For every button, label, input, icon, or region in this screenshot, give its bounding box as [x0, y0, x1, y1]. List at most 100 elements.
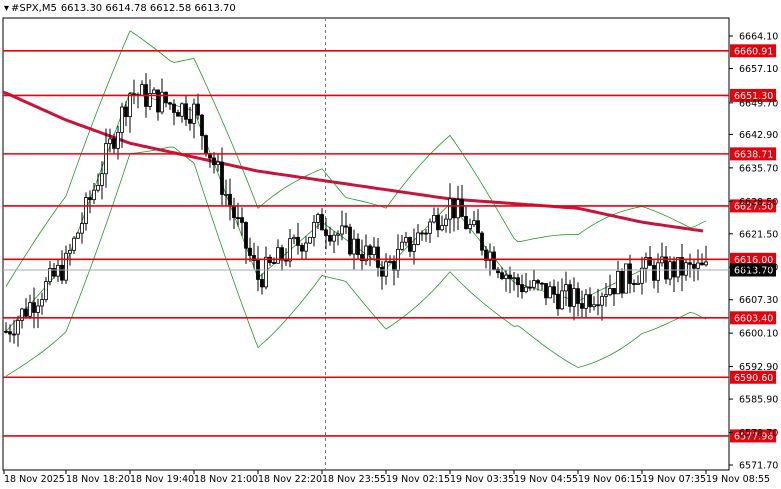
candle-body — [184, 103, 188, 120]
level-label: 6627.50 — [734, 201, 773, 212]
moving-average — [2, 90, 704, 233]
dropdown-arrow-icon[interactable]: ▾ — [4, 3, 10, 14]
candle-body — [524, 286, 528, 293]
candle-body — [64, 252, 68, 281]
candle-body — [412, 244, 416, 252]
candle-body — [392, 261, 396, 271]
y-tick-label: 6585.90 — [739, 395, 778, 406]
candle-body — [588, 294, 592, 308]
candle-body — [420, 232, 424, 235]
candle-body — [368, 245, 372, 256]
candle-body — [520, 284, 524, 293]
y-tick-label: 6621.50 — [739, 229, 778, 240]
level-label: 6660.91 — [734, 46, 773, 57]
x-tick-label: 18 Nov 18:20 — [66, 474, 130, 485]
candle-body — [324, 229, 328, 236]
candle-body — [276, 247, 280, 264]
candle-body — [684, 262, 688, 276]
candle-body — [488, 251, 492, 261]
y-tick-label: 6642.90 — [739, 130, 778, 141]
candle-body — [48, 268, 52, 283]
candle-body — [196, 103, 200, 116]
candle-body — [536, 280, 540, 284]
candle-body — [460, 199, 464, 217]
candle-body — [692, 263, 696, 269]
level-tag — [730, 199, 776, 213]
candle-body — [680, 257, 684, 276]
chart-header: ▾ #SPX,M5 6613.30 6614.78 6612.58 6613.70 — [4, 3, 236, 14]
candle-body — [252, 255, 256, 261]
candle-body — [404, 237, 408, 243]
x-tick-label: 18 Nov 22:20 — [258, 474, 322, 485]
candle-body — [88, 197, 92, 201]
candle-body — [312, 222, 316, 238]
candle-body — [540, 282, 544, 285]
candle-body — [584, 294, 588, 309]
y-tick-label: 6628.50 — [739, 197, 778, 208]
candle-body — [192, 103, 196, 124]
candle-body — [140, 84, 144, 96]
candle-body — [72, 237, 76, 251]
candle-body — [240, 217, 244, 223]
x-tick-label: 18 Nov 19:40 — [130, 474, 194, 485]
candle-body — [116, 131, 120, 149]
candle-body — [388, 261, 392, 263]
candle-body — [568, 284, 572, 307]
candle-body — [424, 232, 428, 235]
horizontal-levels[interactable]: 6660.91 6651.30 6638.71 6627.50 6616.00 6603.… — [3, 44, 776, 443]
candle-body — [204, 135, 208, 155]
level-label: 6651.30 — [734, 91, 773, 102]
y-tick-label: 6657.10 — [739, 64, 778, 75]
candle-body — [124, 106, 128, 118]
x-tick-label: 19 Nov 02:15 — [386, 474, 450, 485]
candle-body — [528, 286, 532, 289]
x-tick-label: 19 Nov 07:35 — [642, 474, 706, 485]
candle-body — [60, 264, 64, 281]
candle-body — [552, 286, 556, 295]
level-tag — [730, 88, 776, 102]
y-axis: 6664.10 6657.10 6649.70 6642.90 6635.70 6628.… — [729, 32, 778, 472]
candle-body — [652, 264, 656, 281]
x-tick-label: 19 Nov 06:15 — [578, 474, 642, 485]
candle-body — [380, 266, 384, 277]
candle-body — [288, 238, 292, 262]
ma-line — [2, 90, 704, 233]
candle-body — [24, 308, 28, 317]
candle-body — [564, 284, 568, 292]
candle-body — [272, 262, 276, 264]
candle-body — [320, 214, 324, 231]
candle-body — [644, 257, 648, 269]
current-price-tag — [730, 263, 776, 277]
candle-body — [348, 226, 352, 255]
candle-body — [344, 225, 348, 228]
level-label: 6638.71 — [734, 149, 773, 160]
symbol-label: #SPX,M5 — [11, 3, 57, 14]
candles — [4, 73, 708, 347]
candle-body — [632, 283, 636, 285]
level-tag — [730, 429, 776, 443]
candle-body — [436, 214, 440, 231]
candle-body — [340, 225, 344, 235]
candle-body — [464, 216, 468, 230]
y-tick-label: 6600.10 — [739, 329, 778, 340]
candle-body — [76, 232, 80, 239]
candle-body — [672, 261, 676, 278]
candle-body — [212, 157, 216, 166]
level-label: 6603.40 — [734, 313, 773, 324]
candle-body — [280, 247, 284, 261]
candle-body — [504, 274, 508, 279]
candle-body — [532, 280, 536, 288]
level-label: 6616.00 — [734, 255, 773, 266]
candle-body — [100, 173, 104, 186]
level-tag — [730, 311, 776, 325]
level-label: 6590.60 — [734, 373, 773, 384]
candle-body — [556, 293, 560, 310]
candle-body — [416, 232, 420, 245]
candle-body — [260, 279, 264, 288]
candle-body — [108, 138, 112, 144]
candle-body — [468, 224, 472, 230]
level-tag — [730, 370, 776, 384]
candle-body — [476, 220, 480, 234]
candle-body — [512, 277, 516, 280]
